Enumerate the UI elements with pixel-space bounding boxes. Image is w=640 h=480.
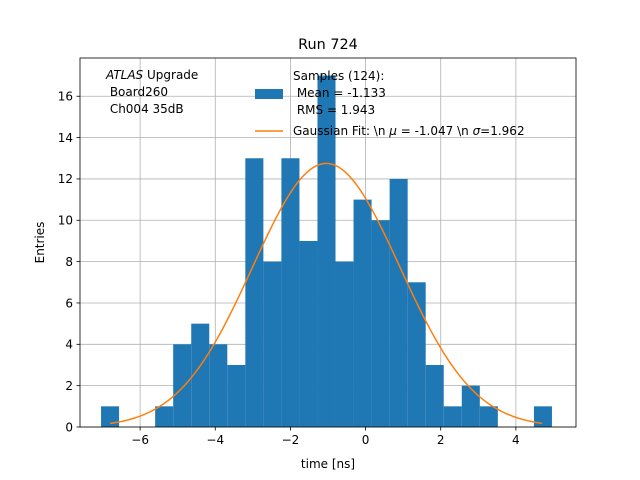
x-axis-label: time [ns] <box>301 457 355 471</box>
histogram-bar <box>245 158 264 427</box>
y-tick-label: 8 <box>65 255 73 269</box>
y-axis-label: Entries <box>33 222 47 264</box>
legend-histogram-line-1: Samples (124): <box>293 69 384 83</box>
histogram-bar <box>173 344 192 427</box>
histogram-bars <box>101 75 552 428</box>
y-tick-label: 12 <box>58 172 73 186</box>
annotation-line-1: ATLAS Upgrade <box>105 68 198 82</box>
legend-fit-mu-value: = -1.047 \n <box>397 124 473 138</box>
histogram-bar <box>299 240 318 427</box>
gaussian-fit-curve <box>109 162 543 425</box>
x-tick-label: 0 <box>362 433 370 447</box>
legend: Samples (124): Mean = -1.133 RMS = 1.943… <box>255 69 525 138</box>
histogram-bar <box>533 406 552 427</box>
histogram-bar <box>101 406 120 427</box>
legend-fit-sigma-symbol: σ <box>473 124 481 138</box>
experiment-annotation: ATLAS Upgrade Board260 Ch004 35dB <box>105 68 198 116</box>
y-tick-label: 6 <box>65 296 73 310</box>
legend-fit-mu-symbol: μ <box>388 124 397 138</box>
histogram-bar <box>425 364 444 427</box>
y-tick-label: 14 <box>58 131 73 145</box>
histogram-bar <box>191 323 210 427</box>
annotation-experiment: ATLAS <box>105 68 144 82</box>
legend-fit-label: Gaussian Fit: \n μ = -1.047 \n σ=1.962 <box>293 124 525 138</box>
histogram-bar <box>461 385 480 427</box>
histogram-bar <box>281 158 300 427</box>
histogram-bar <box>263 261 282 427</box>
annotation-line-3: Ch004 35dB <box>106 102 184 116</box>
legend-histogram-line-2: Mean = -1.133 <box>293 86 386 100</box>
histogram-bar <box>155 406 174 427</box>
y-tick-label: 2 <box>65 379 73 393</box>
annotation-line-2: Board260 <box>106 85 168 99</box>
x-tick-label: −2 <box>282 433 300 447</box>
chart-title: Run 724 <box>298 37 358 53</box>
histogram-bar <box>371 220 390 427</box>
histogram-bar <box>209 344 228 427</box>
histogram-bar <box>389 178 408 427</box>
histogram-bar <box>407 282 426 427</box>
y-tick-label: 4 <box>65 338 73 352</box>
histogram-bar <box>479 406 498 427</box>
x-tick-label: 4 <box>512 433 520 447</box>
annotation-upgrade: Upgrade <box>143 68 198 82</box>
histogram-bar <box>353 199 372 427</box>
y-axis-ticks: 0 2 4 6 8 10 12 14 16 <box>58 90 80 434</box>
histogram-bar <box>335 261 354 427</box>
legend-histogram-line-3: RMS = 1.943 <box>293 103 375 117</box>
y-tick-label: 16 <box>58 90 73 104</box>
legend-histogram-swatch <box>255 89 283 99</box>
plot-frame <box>79 57 577 428</box>
x-tick-label: −4 <box>206 433 224 447</box>
legend-fit-prefix: Gaussian Fit: \n <box>293 124 389 138</box>
histogram-bar <box>227 364 246 427</box>
x-axis-ticks: −6 −4 −2 0 2 4 <box>131 427 520 447</box>
legend-fit-sigma-value: =1.962 <box>480 124 524 138</box>
y-tick-label: 0 <box>65 420 73 434</box>
histogram-bar <box>443 406 462 427</box>
x-tick-label: −6 <box>131 433 149 447</box>
y-tick-label: 10 <box>58 214 73 228</box>
x-tick-label: 2 <box>437 433 445 447</box>
